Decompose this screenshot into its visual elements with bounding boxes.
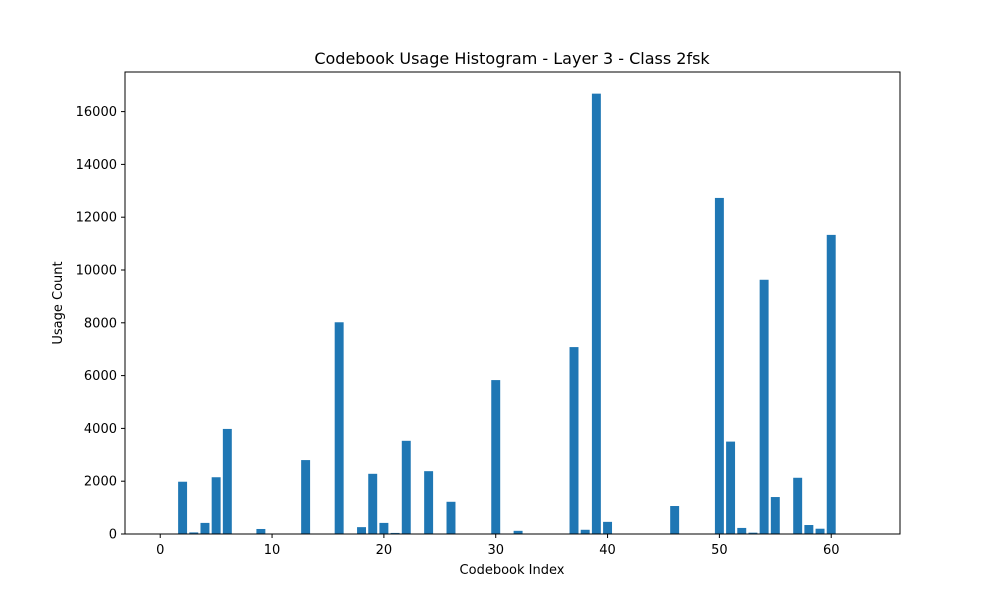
bar-index-46 <box>670 506 680 534</box>
bar-index-60 <box>826 234 836 534</box>
plot-frame <box>124 71 901 535</box>
bar-index-51 <box>726 441 736 534</box>
bar-index-20 <box>379 522 389 534</box>
x-tick-label: 40 <box>599 543 616 558</box>
bar-index-57 <box>793 477 803 534</box>
y-tick-label: 8000 <box>84 316 117 331</box>
bar-index-16 <box>334 322 344 534</box>
bar-index-58 <box>804 525 814 534</box>
y-tick-label: 0 <box>109 528 117 543</box>
x-axis-ticks: 0 10 20 30 40 50 60 <box>156 534 839 558</box>
bar-index-59 <box>815 528 825 534</box>
bar-index-39 <box>591 93 601 535</box>
bar-index-18 <box>357 527 366 534</box>
x-tick-label: 60 <box>823 543 840 558</box>
x-tick-label: 50 <box>711 543 728 558</box>
y-axis-ticks: 0 2000 4000 6000 8000 10000 12000 14000 16000 <box>76 105 125 543</box>
bar-index-54 <box>759 279 769 534</box>
bars-group <box>178 93 836 535</box>
bar-index-21 <box>390 532 400 534</box>
x-axis-label: Codebook Index <box>460 563 565 578</box>
bar-index-24 <box>424 471 434 534</box>
y-tick-label: 10000 <box>76 264 117 279</box>
bar-index-5 <box>211 477 221 534</box>
bar-index-4 <box>200 522 210 534</box>
bar-index-19 <box>368 473 378 534</box>
bar-index-6 <box>222 428 232 534</box>
bar-index-50 <box>714 197 724 534</box>
y-tick-label: 2000 <box>84 475 117 490</box>
x-tick-label: 10 <box>264 543 281 558</box>
y-tick-label: 14000 <box>76 158 117 173</box>
x-tick-label: 30 <box>487 543 504 558</box>
chart-title: Codebook Usage Histogram - Layer 3 - Cla… <box>314 49 710 68</box>
y-tick-label: 4000 <box>84 422 117 437</box>
bar-index-22 <box>401 440 411 534</box>
bar-index-52 <box>737 527 747 534</box>
bar-index-9 <box>256 528 266 534</box>
bar-index-53 <box>748 532 758 534</box>
y-tick-label: 16000 <box>76 105 117 120</box>
y-tick-label: 12000 <box>76 211 117 226</box>
bar-index-3 <box>189 532 199 534</box>
bar-index-32 <box>513 530 523 534</box>
bar-index-30 <box>491 380 501 534</box>
y-tick-label: 6000 <box>84 369 117 384</box>
bar-index-2 <box>178 481 188 534</box>
bar-index-26 <box>446 501 456 534</box>
y-axis-label: Usage Count <box>51 261 66 344</box>
bar-index-13 <box>301 460 311 534</box>
x-tick-label: 20 <box>376 543 393 558</box>
bar-index-38 <box>580 529 590 534</box>
x-tick-label: 0 <box>156 543 164 558</box>
bar-index-40 <box>603 521 613 534</box>
bar-index-55 <box>770 497 780 534</box>
bar-index-37 <box>569 347 579 534</box>
